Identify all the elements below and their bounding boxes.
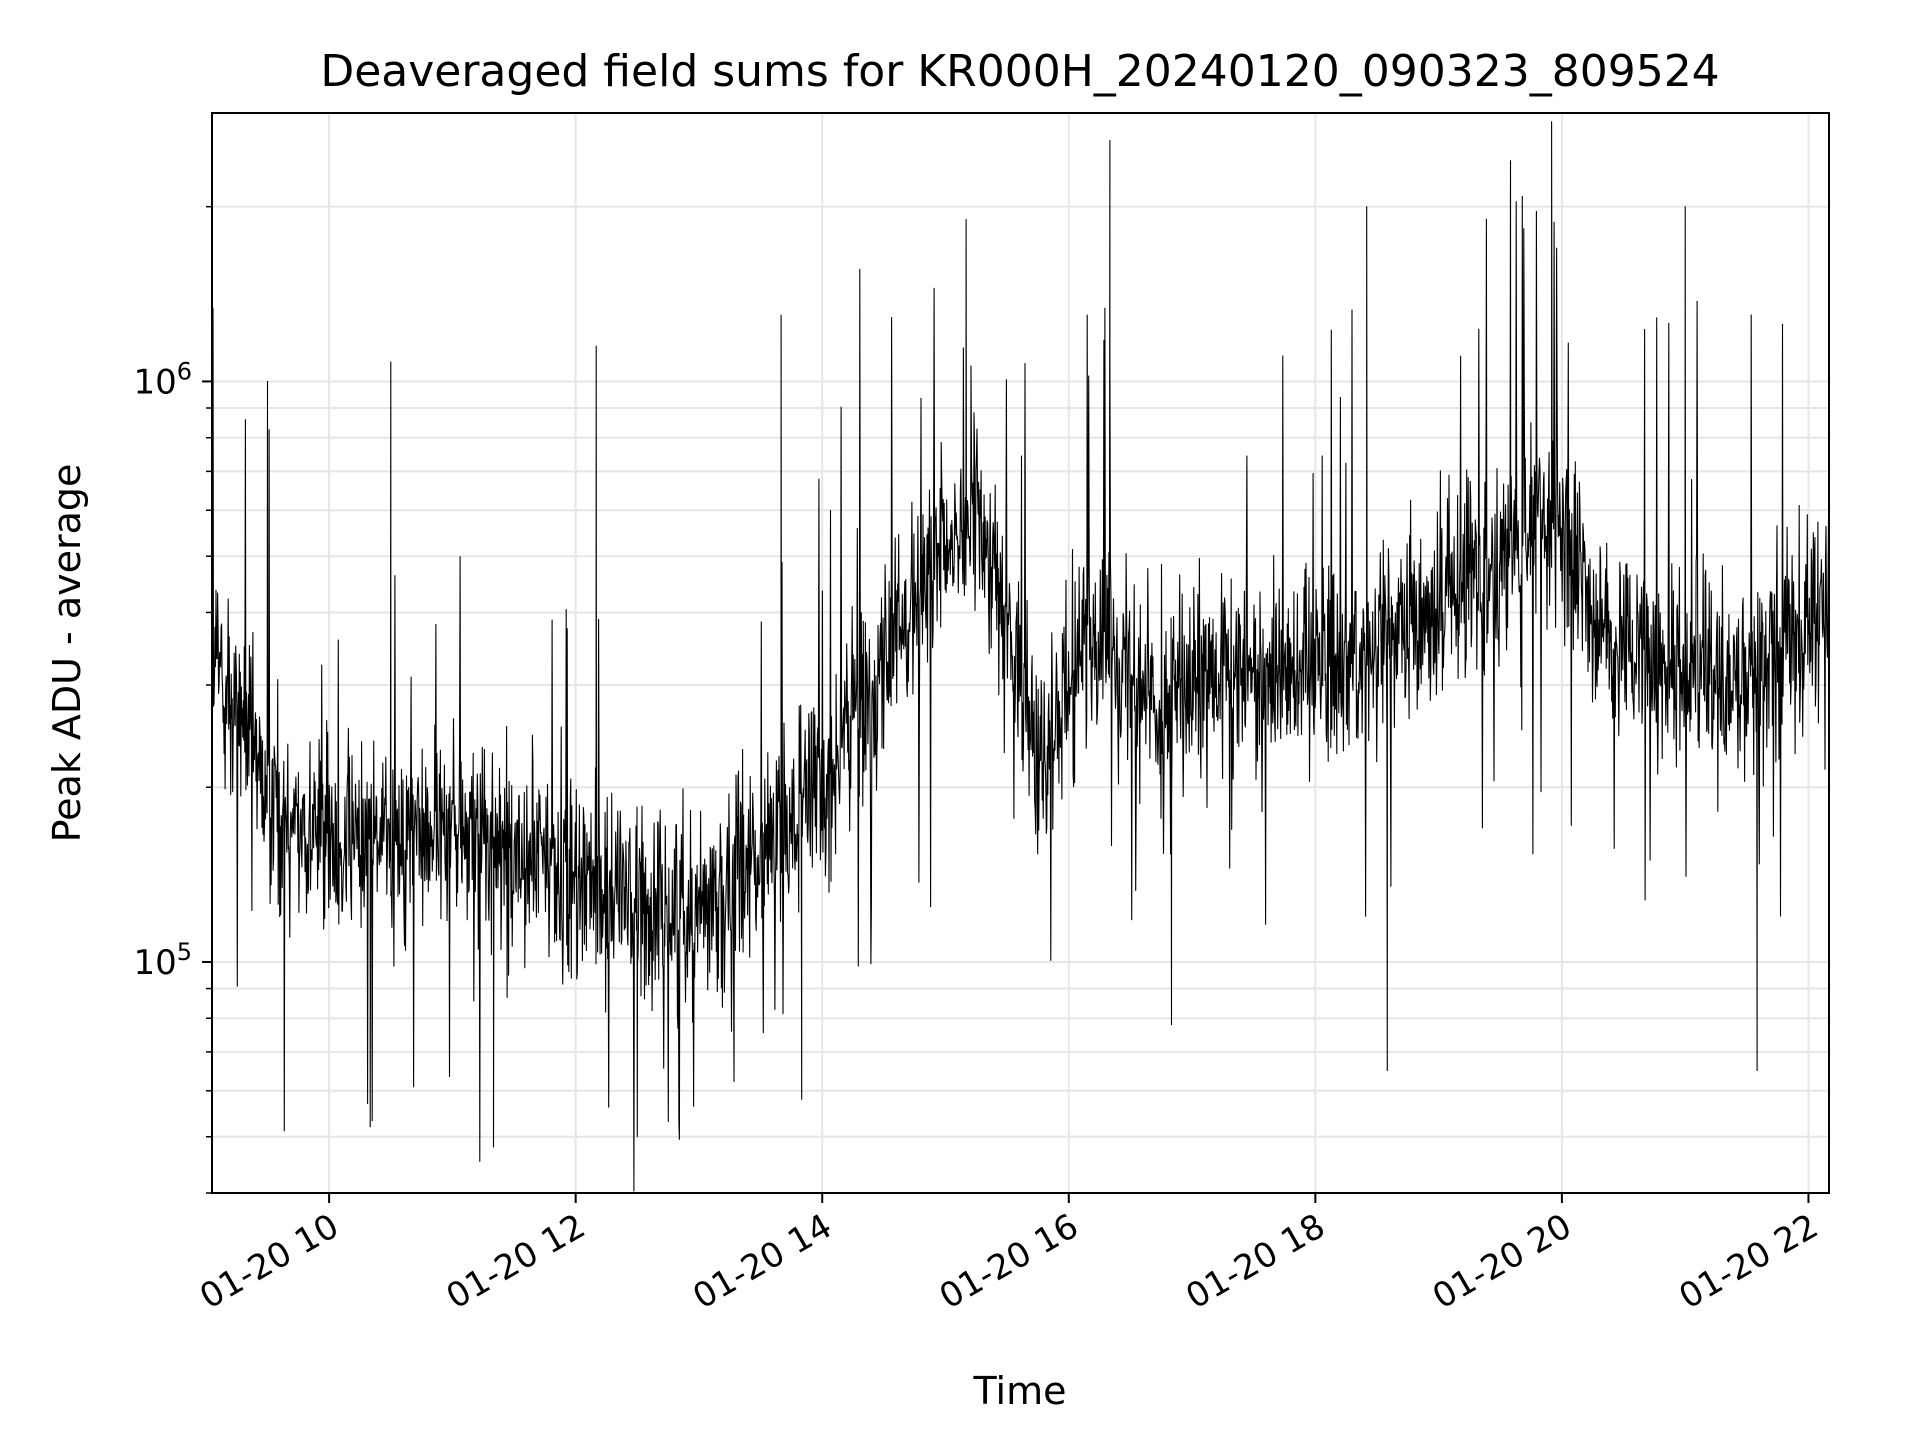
plot-frame (211, 112, 1830, 1194)
chart-title: Deaveraged field sums for KR000H_2024012… (320, 46, 1719, 97)
y-axis-label: Peak ADU - average (45, 464, 89, 843)
series-line (211, 121, 1830, 1192)
grid (212, 113, 1829, 1194)
y-tick-label: 105 (133, 938, 192, 983)
x-axis-label: Time (973, 1369, 1067, 1413)
data-series (211, 121, 1830, 1192)
y-tick-label: 106 (133, 357, 192, 402)
